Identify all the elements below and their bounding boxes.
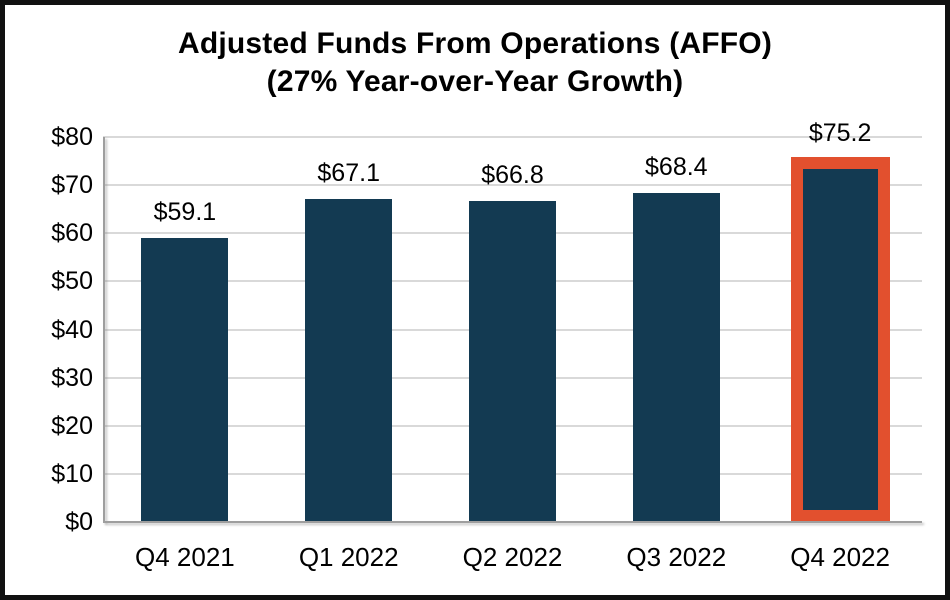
bar-value-label: $67.1 bbox=[317, 159, 380, 188]
axes bbox=[5, 5, 945, 595]
y-tick-label: $20 bbox=[51, 411, 93, 440]
y-tick-label: $40 bbox=[51, 315, 93, 344]
y-tick-label: $30 bbox=[51, 363, 93, 392]
axis-labels: $0 $10 $20 $30 $40 $50 $60 $70 $80 $59.1 Q4 2021 $6… bbox=[5, 5, 945, 595]
chart-title-block: Adjusted Funds From Operations (AFFO) (2… bbox=[5, 25, 945, 101]
chart-subtitle: (27% Year-over-Year Growth) bbox=[266, 65, 684, 98]
bar-value-label: $66.8 bbox=[481, 160, 544, 189]
x-tick-label: Q3 2022 bbox=[626, 542, 727, 572]
chart-title: Adjusted Funds From Operations (AFFO) bbox=[177, 27, 773, 60]
bar-value-label: $75.2 bbox=[808, 119, 872, 148]
bar-value-label: $59.1 bbox=[153, 197, 217, 226]
bar-highlighted bbox=[790, 157, 890, 522]
y-tick-label: $10 bbox=[51, 459, 93, 488]
y-tick-label: $50 bbox=[51, 267, 93, 296]
y-tick-label: $60 bbox=[51, 219, 93, 248]
plot-area bbox=[5, 5, 945, 595]
bar bbox=[632, 192, 720, 522]
bar bbox=[305, 199, 393, 522]
gridline-70 bbox=[103, 184, 922, 187]
bar bbox=[469, 200, 556, 522]
x-tick-label: Q2 2022 bbox=[462, 542, 563, 572]
bar bbox=[141, 237, 229, 522]
x-axis-line bbox=[103, 521, 922, 523]
x-tick-label: Q1 2022 bbox=[298, 542, 399, 572]
gridline-80 bbox=[103, 136, 922, 138]
y-axis-line bbox=[103, 137, 105, 522]
bar-value-label: $68.4 bbox=[645, 152, 708, 181]
y-tick-label: $0 bbox=[65, 508, 93, 536]
x-tick-label: Q4 2021 bbox=[135, 542, 235, 572]
y-tick-label: $80 bbox=[51, 123, 93, 151]
x-tick-label: Q4 2022 bbox=[790, 542, 890, 572]
y-tick-label: $70 bbox=[51, 171, 93, 200]
